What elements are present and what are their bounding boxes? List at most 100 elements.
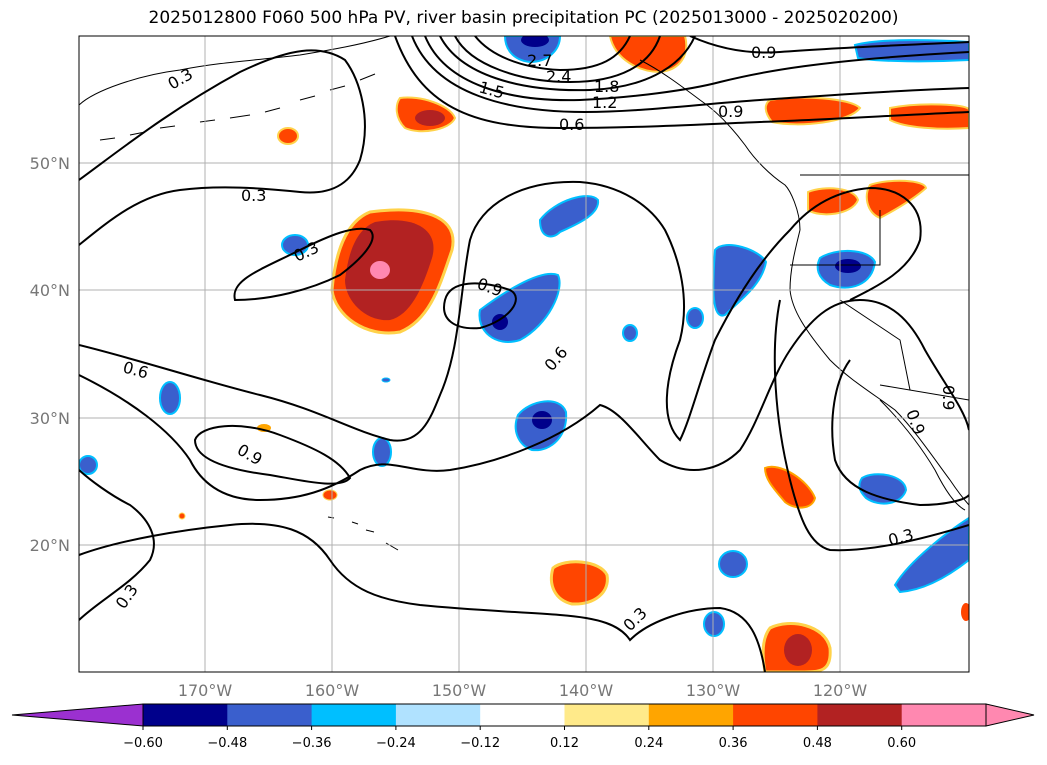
anomaly-core bbox=[415, 110, 445, 126]
colorbar-tick-label: −0.12 bbox=[460, 736, 500, 751]
lat-label: 40°N bbox=[30, 281, 70, 300]
anomaly-blob bbox=[277, 127, 299, 145]
lon-label: 160°W bbox=[305, 681, 360, 700]
contour-label: 0.9 bbox=[939, 385, 958, 410]
anomaly-blob bbox=[703, 611, 725, 637]
longitude-labels: 170°W 160°W 150°W 140°W 130°W 120°W bbox=[178, 681, 868, 700]
anomaly-blob bbox=[865, 179, 928, 220]
anomaly-core bbox=[835, 259, 861, 273]
map-title: 2025012800 F060 500 hPa PV, river basin … bbox=[148, 8, 899, 28]
anomaly-blob bbox=[764, 96, 862, 126]
contour-label: 1.2 bbox=[592, 93, 617, 112]
anomaly-blob bbox=[322, 489, 338, 501]
contour-label: 2.4 bbox=[546, 67, 571, 86]
anomaly-blob bbox=[79, 455, 98, 475]
colorbar-segment bbox=[901, 704, 987, 726]
anomaly-blob bbox=[718, 550, 748, 578]
lat-label: 20°N bbox=[30, 536, 70, 555]
colorbar-tick-label: −0.48 bbox=[207, 736, 247, 751]
anomaly-core bbox=[370, 261, 390, 279]
contour-label: 0.9 bbox=[718, 102, 743, 121]
anomaly-core bbox=[532, 411, 552, 429]
alaska-panhandle-coast bbox=[639, 59, 801, 231]
map-background bbox=[79, 36, 969, 672]
contour-label: 0.9 bbox=[751, 43, 776, 62]
contour-label: 0.3 bbox=[241, 186, 266, 205]
contour-0.9-east bbox=[831, 359, 969, 507]
anomaly-blob bbox=[712, 244, 768, 317]
colorbar-extend-low bbox=[11, 703, 144, 727]
anomaly-core bbox=[784, 634, 812, 666]
contour-0.3-pacific bbox=[79, 522, 766, 672]
anomaly-blob bbox=[858, 473, 908, 505]
contour-label: 2.7 bbox=[527, 51, 552, 70]
latitude-labels: 50°N 40°N 30°N 20°N bbox=[30, 154, 70, 555]
anomaly-blob bbox=[889, 103, 969, 130]
contour-0.6-north bbox=[394, 36, 969, 130]
map-frame bbox=[78, 35, 970, 673]
colorbar-tick-label: −0.36 bbox=[292, 736, 332, 751]
anomaly-core bbox=[521, 36, 549, 47]
colorbar-tick-label: 0.24 bbox=[634, 736, 663, 751]
contour-1.2 bbox=[411, 36, 969, 114]
anomaly-blob bbox=[159, 381, 181, 415]
anomaly-blob bbox=[381, 377, 391, 383]
alaska-coast bbox=[79, 36, 391, 106]
contour-2.4 bbox=[454, 36, 661, 84]
lon-label: 140°W bbox=[559, 681, 614, 700]
pv-contours bbox=[79, 36, 969, 672]
contour-1.8 bbox=[439, 36, 696, 92]
lat-label: 30°N bbox=[30, 409, 70, 428]
colorbar-tick-label: 0.60 bbox=[887, 736, 916, 751]
colorbar-tick-label: 0.48 bbox=[803, 736, 832, 751]
colorbar-tick-label: −0.60 bbox=[123, 736, 163, 751]
colorbar-segment bbox=[817, 704, 903, 726]
contour-0.3-south bbox=[79, 298, 969, 502]
anomaly-blob bbox=[622, 324, 638, 342]
colorbar-tick-label: −0.24 bbox=[376, 736, 416, 751]
state-border bbox=[790, 210, 881, 266]
anomaly-blob bbox=[961, 603, 969, 621]
lon-label: 130°W bbox=[686, 681, 741, 700]
contour-0.9-west bbox=[193, 424, 352, 485]
anomaly-blob bbox=[538, 195, 600, 238]
lon-label: 150°W bbox=[432, 681, 487, 700]
contour-0.3-east bbox=[773, 299, 969, 552]
aleutian-islands bbox=[99, 73, 376, 141]
anomaly-blob bbox=[686, 307, 704, 329]
hawaii-islands bbox=[327, 516, 399, 551]
lon-label: 120°W bbox=[813, 681, 868, 700]
colorbar-segment bbox=[227, 704, 313, 726]
colorbar-segment bbox=[648, 704, 734, 726]
colorbar-segment bbox=[311, 704, 397, 726]
lon-label: 170°W bbox=[178, 681, 233, 700]
colorbar-segment bbox=[480, 704, 565, 726]
graticule bbox=[79, 36, 969, 672]
colorbar-segment bbox=[143, 704, 228, 726]
colorbar-tick-label: 0.12 bbox=[550, 736, 579, 751]
contour-0.3-loop bbox=[233, 227, 374, 302]
contour-0.9-north bbox=[689, 36, 969, 54]
colorbar: −0.60 −0.48 −0.36 −0.24 −0.12 0.12 0.24 0.36 0.4… bbox=[11, 703, 1035, 751]
colorbar-segment bbox=[395, 704, 481, 726]
contour-label: 0.6 bbox=[559, 115, 584, 134]
contour-1.5 bbox=[424, 36, 969, 102]
precip-positive-anomalies bbox=[178, 36, 969, 672]
anomaly-blob bbox=[372, 437, 392, 467]
anomaly-blob bbox=[893, 516, 969, 594]
anomaly-blob bbox=[549, 560, 609, 606]
contour-0.9-loop bbox=[443, 282, 517, 330]
contour-0.3-far-south bbox=[79, 469, 155, 621]
colorbar-segment bbox=[564, 704, 650, 726]
colorbar-tick-label: 0.36 bbox=[719, 736, 748, 751]
lat-label: 50°N bbox=[30, 154, 70, 173]
colorbar-extend-high bbox=[985, 703, 1035, 727]
contour-0.6-main bbox=[79, 180, 922, 442]
anomaly-blob bbox=[763, 465, 817, 509]
colorbar-segment bbox=[733, 704, 818, 726]
anomaly-blob bbox=[178, 512, 186, 520]
contour-label: 1.8 bbox=[594, 77, 619, 96]
contour-0.3-north bbox=[79, 49, 366, 246]
anomaly-blob bbox=[807, 187, 860, 216]
